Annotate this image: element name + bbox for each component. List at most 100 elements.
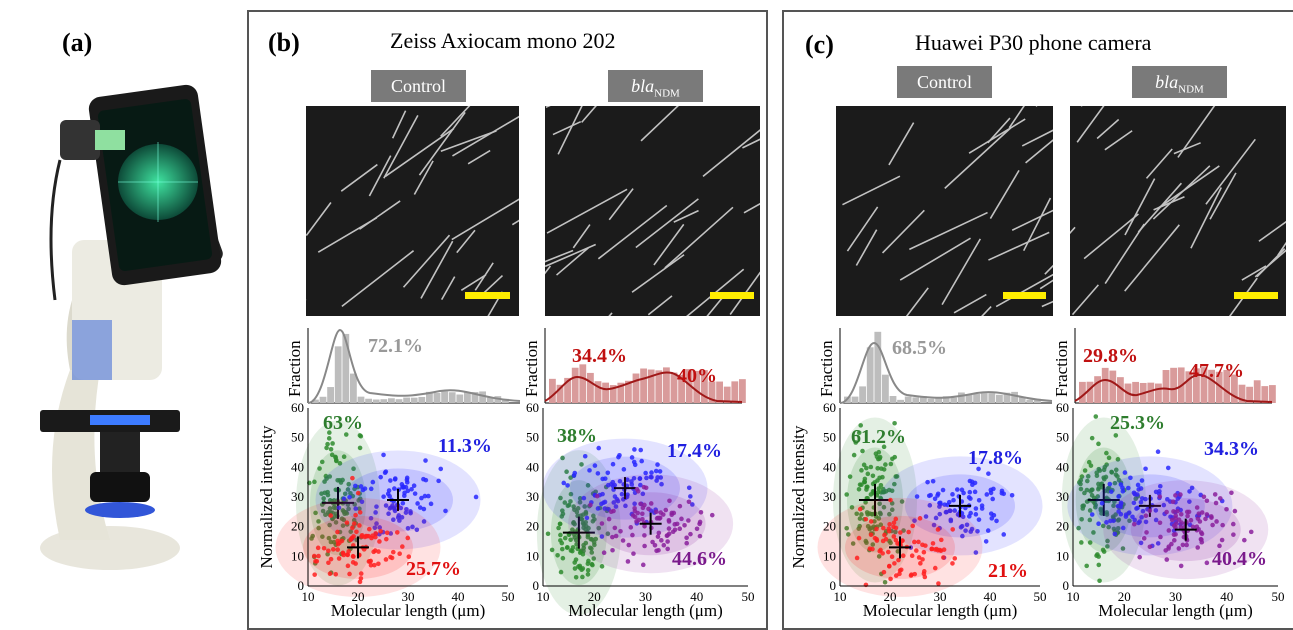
scatter-point (1156, 449, 1161, 454)
scatter-b-control-red-pct: 25.7% (406, 558, 461, 581)
hist-b-bla-pct-left: 34.4% (572, 345, 627, 368)
scatter-point (635, 487, 640, 492)
dna-fiber (545, 266, 550, 316)
scatter-point (356, 491, 361, 496)
scatter-point (596, 446, 601, 451)
y-tick-label: 20 (1056, 519, 1069, 534)
scatter-point (337, 556, 342, 561)
scatter-c-bla-purple-pct: 40.4% (1212, 548, 1267, 571)
dna-fiber (1191, 187, 1221, 248)
scatter-b-bla-purple-pct: 44.6% (672, 548, 727, 571)
scatter-point (346, 564, 351, 569)
scatter-point (1137, 555, 1142, 560)
scatter-point (572, 471, 577, 476)
bla-gene-name: bla (631, 76, 654, 96)
dna-fiber (1178, 106, 1221, 157)
dna-fiber (512, 186, 519, 224)
scatter-point (859, 482, 864, 487)
scatter-point (583, 454, 588, 459)
scatter-point (563, 536, 568, 541)
scatter-point (888, 498, 893, 503)
scatter-point (1202, 494, 1207, 499)
scatter-point (358, 446, 363, 451)
scatter-point (607, 517, 612, 522)
fraction-axis-label: Fraction (285, 340, 304, 397)
scatter-point (1140, 478, 1145, 483)
scatter-point (1189, 518, 1194, 523)
scatter-point (1001, 532, 1006, 537)
scatter-point (922, 550, 927, 555)
scatter-point (1185, 514, 1190, 519)
scatter-point (376, 561, 381, 566)
scatter-point (658, 510, 663, 515)
scatter-point (1177, 517, 1182, 522)
scatter-point (871, 473, 876, 478)
y-tick-label: 60 (823, 400, 836, 415)
scatter-point (378, 529, 383, 534)
hist-c-control-pct: 68.5% (892, 337, 947, 360)
histogram-bar (587, 373, 594, 403)
scatter-point (848, 474, 853, 479)
scatter-c-control-red-pct: 21% (988, 560, 1028, 583)
scatter-point (990, 497, 995, 502)
micrograph-c-control (836, 106, 1053, 316)
scatter-point (312, 554, 317, 559)
scatter-point (667, 526, 672, 531)
scatter-point (370, 533, 375, 538)
histogram-b-bla: Fraction (517, 325, 762, 407)
scatter-point (642, 503, 647, 508)
panel-b-title: Zeiss Axiocam mono 202 (390, 28, 615, 54)
scatter-point (933, 566, 938, 571)
scatter-point (574, 575, 579, 580)
scatter-point (698, 534, 703, 539)
scatter-point (1010, 493, 1015, 498)
scatter-point (857, 487, 862, 492)
scatter-point (570, 549, 575, 554)
scatter-point (687, 499, 692, 504)
scatter-point (337, 541, 342, 546)
scatter-point (886, 550, 891, 555)
scatter-point (1163, 548, 1168, 553)
scatter-point (555, 553, 560, 558)
scatter-point (329, 447, 334, 452)
bla-gene-name: bla (1155, 72, 1178, 92)
y-tick-label: 60 (526, 400, 539, 415)
scatter-point (977, 498, 982, 503)
scatter-point (326, 560, 331, 565)
scatter-point (610, 548, 615, 553)
scatter-point (898, 530, 903, 535)
scatter-point (326, 549, 331, 554)
dna-fiber (744, 196, 760, 212)
y-tick-label: 40 (1056, 459, 1069, 474)
scatter-point (665, 539, 670, 544)
scatter-point (923, 543, 928, 548)
scatter-point (1167, 528, 1172, 533)
scatter-point (659, 538, 664, 543)
panel-a-label: (a) (62, 28, 92, 58)
scatter-point (973, 490, 978, 495)
scatter-point (952, 556, 957, 561)
scatter-point (939, 538, 944, 543)
dna-fiber (419, 112, 465, 175)
scatter-point (864, 485, 869, 490)
scatter-point (1094, 553, 1099, 558)
dna-fiber (452, 112, 519, 156)
scatter-point (679, 517, 684, 522)
scatter-point (333, 572, 338, 577)
scatter-point (312, 480, 317, 485)
scatter-point (347, 572, 352, 577)
scatter-point (1213, 492, 1218, 497)
scatter-point (974, 512, 979, 517)
scatter-point (546, 531, 551, 536)
scatter-point (1090, 512, 1095, 517)
y-tick-label: 10 (1056, 548, 1069, 563)
dna-fiber (1022, 112, 1053, 146)
x-axis-label: Molecular length (μm) (1098, 601, 1253, 620)
scatter-point (630, 455, 635, 460)
scatter-point (438, 467, 443, 472)
dna-fiber (553, 122, 581, 135)
scatter-point (889, 462, 894, 467)
scatter-point (894, 517, 899, 522)
scatter-point (1172, 538, 1177, 543)
